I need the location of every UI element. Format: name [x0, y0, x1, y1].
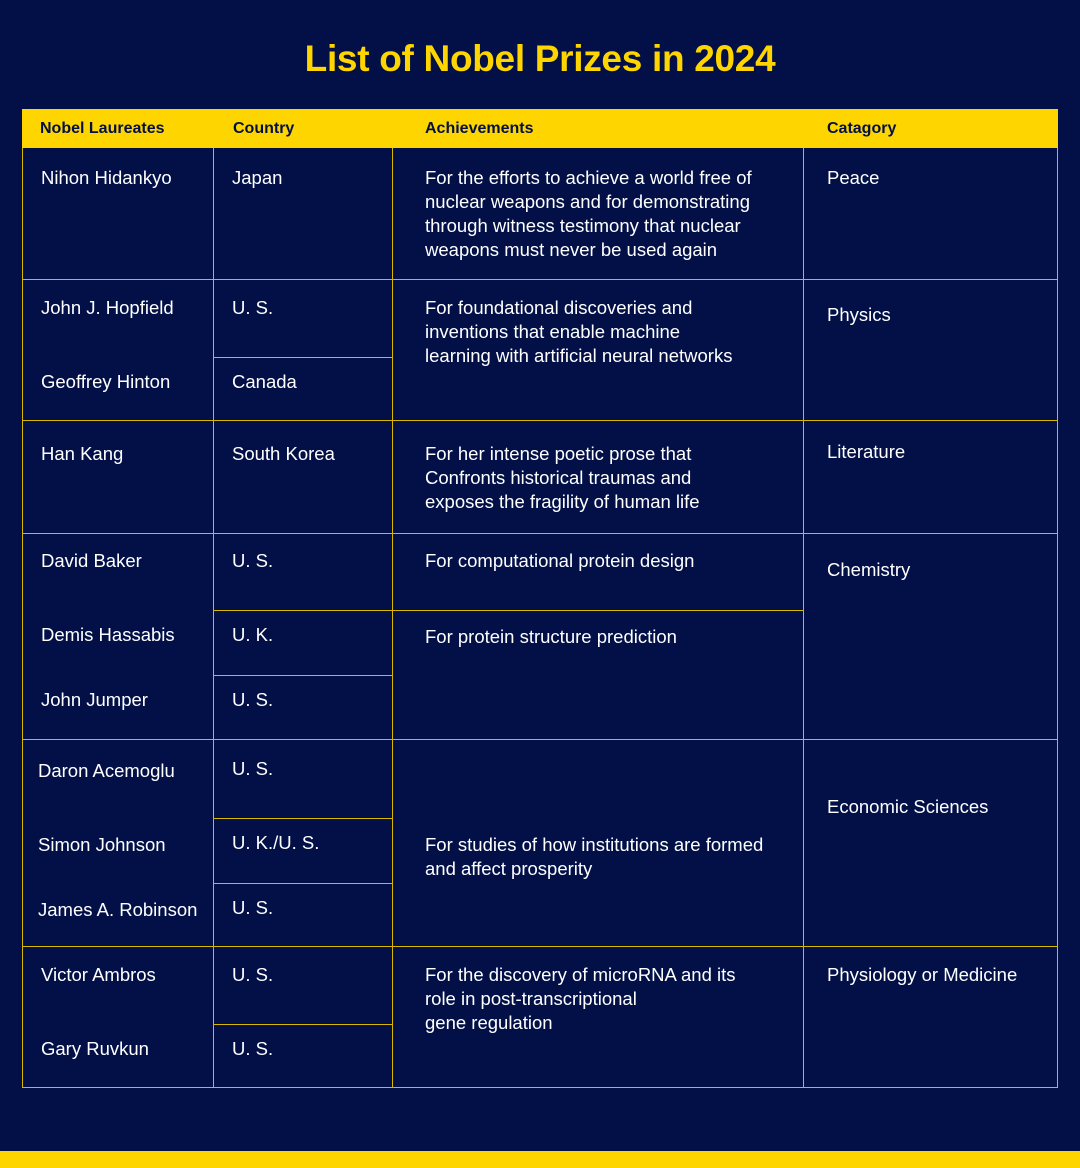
divider-col-3: [803, 148, 804, 1088]
laureate-country: U. S.: [232, 689, 274, 710]
category-label: Chemistry: [827, 559, 911, 580]
laureate-name: John Jumper: [41, 689, 148, 710]
nobel-prizes-table: Nobel Laureates Country Achievements Cat…: [22, 109, 1058, 1088]
subrow-separator: [213, 357, 393, 358]
achievement-separator: [392, 610, 804, 611]
laureate-name: Nihon Hidankyo: [41, 167, 172, 188]
laureate-name: Victor Ambros: [41, 964, 156, 985]
achievement-text: For computational protein design: [425, 550, 695, 571]
laureate-name: Demis Hassabis: [41, 624, 175, 645]
achievement-text: For the efforts to achieve a world free …: [425, 167, 752, 260]
laureate-name: Han Kang: [41, 443, 124, 464]
category-label: Literature: [827, 441, 906, 462]
achievement-text: For studies of how institutions are form…: [425, 834, 764, 879]
header-country: Country: [233, 120, 295, 137]
divider-col-1: [213, 148, 214, 1088]
achievement-text: For foundational discoveries and inventi…: [425, 297, 733, 366]
laureate-country: U. S.: [232, 297, 274, 318]
laureate-country: U. S.: [232, 897, 274, 918]
border-right: [1057, 148, 1058, 1088]
category-label: Peace: [827, 167, 880, 188]
laureate-name: Simon Johnson: [38, 834, 166, 855]
row-separator: [22, 279, 1058, 280]
laureate-name: Daron Acemoglu: [38, 760, 175, 781]
row-separator: [22, 946, 1058, 947]
laureate-country: U. S.: [232, 964, 274, 985]
laureate-name: John J. Hopfield: [41, 297, 174, 318]
category-label: Physiology or Medicine: [827, 964, 1018, 985]
laureate-name: Gary Ruvkun: [41, 1038, 149, 1059]
header-achievements: Achievements: [425, 120, 534, 137]
laureate-country: South Korea: [232, 443, 335, 464]
divider-col-2: [392, 148, 393, 1088]
achievement-text: For the discovery of microRNA and its ro…: [425, 964, 736, 1033]
border-left: [22, 148, 23, 1088]
header-category: Catagory: [827, 120, 897, 137]
row-separator: [22, 739, 1058, 740]
laureate-country: U. S.: [232, 758, 274, 779]
laureate-country: U. S.: [232, 1038, 274, 1059]
achievement-text: For her intense poetic prose that Confro…: [425, 443, 700, 512]
footer-accent-bar: [0, 1151, 1080, 1168]
laureate-country: U. K./U. S.: [232, 832, 320, 853]
laureate-country: U. S.: [232, 550, 274, 571]
laureate-country: U. K.: [232, 624, 274, 645]
row-separator: [22, 420, 1058, 421]
page-title: List of Nobel Prizes in 2024: [304, 38, 776, 79]
subrow-separator: [213, 610, 393, 611]
border-bottom: [22, 1087, 1058, 1088]
subrow-separator: [213, 883, 393, 884]
laureate-country: Japan: [232, 167, 283, 188]
laureate-name: Geoffrey Hinton: [41, 371, 171, 392]
row-separator: [22, 533, 1058, 534]
subrow-separator: [213, 675, 393, 676]
subrow-separator: [213, 1024, 393, 1025]
category-label: Physics: [827, 304, 891, 325]
header-laureates: Nobel Laureates: [40, 120, 165, 137]
achievement-text: For protein structure prediction: [425, 626, 677, 647]
laureate-name: James A. Robinson: [38, 899, 198, 920]
laureate-name: David Baker: [41, 550, 142, 571]
subrow-separator: [213, 818, 393, 819]
laureate-country: Canada: [232, 371, 297, 392]
category-label: Economic Sciences: [827, 796, 989, 817]
table-header: Nobel Laureates Country Achievements Cat…: [22, 109, 1058, 148]
